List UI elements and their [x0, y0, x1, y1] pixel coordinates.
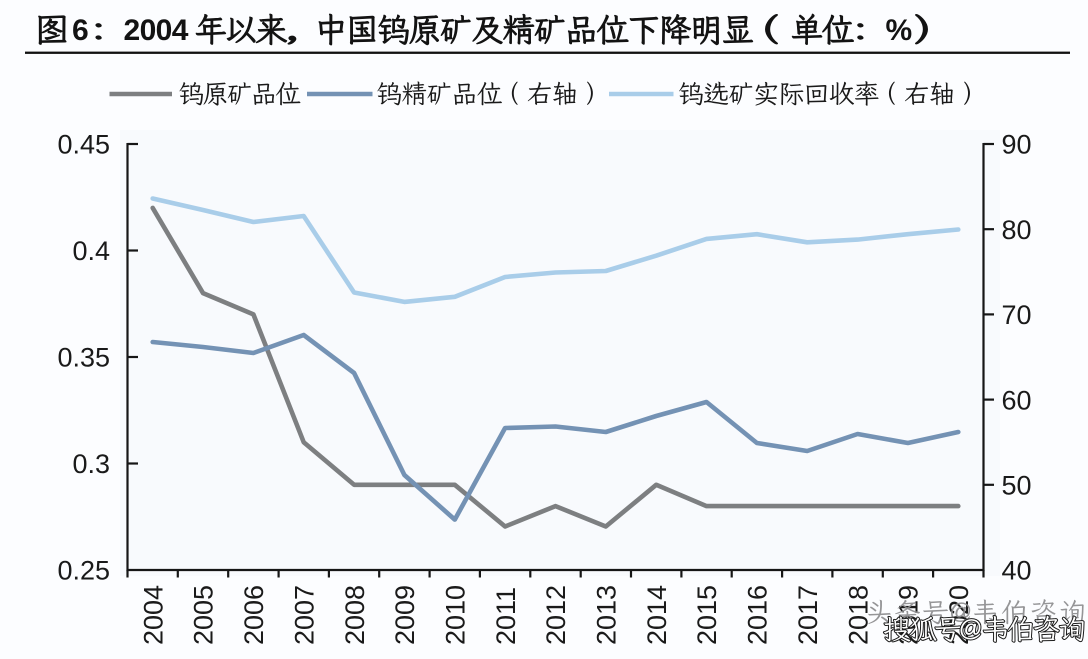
svg-text:2008: 2008	[340, 585, 370, 645]
svg-text:0.4: 0.4	[72, 236, 110, 266]
svg-text:70: 70	[1002, 300, 1032, 330]
svg-text:2015: 2015	[692, 585, 722, 645]
svg-text:40: 40	[1002, 556, 1032, 586]
svg-text:6: 6	[72, 14, 89, 47]
svg-text:2017: 2017	[793, 585, 823, 645]
svg-text:2012: 2012	[541, 585, 571, 645]
svg-text:0.45: 0.45	[57, 130, 110, 160]
svg-text:50: 50	[1002, 471, 1032, 501]
svg-text:90: 90	[1002, 130, 1032, 160]
svg-text:2004: 2004	[124, 14, 189, 47]
svg-text:2005: 2005	[189, 585, 219, 645]
svg-text:2007: 2007	[289, 585, 319, 645]
svg-text:2020: 2020	[944, 585, 974, 645]
svg-text:2016: 2016	[743, 585, 773, 645]
svg-text:0.25: 0.25	[57, 556, 110, 586]
svg-text:2010: 2010	[441, 585, 471, 645]
svg-text:2011: 2011	[491, 587, 521, 645]
svg-text:80: 80	[1002, 215, 1032, 245]
svg-text:2018: 2018	[843, 585, 873, 645]
svg-text:2004: 2004	[138, 585, 168, 645]
svg-text:2006: 2006	[239, 585, 269, 645]
svg-text:2013: 2013	[592, 585, 622, 645]
svg-text:2009: 2009	[390, 585, 420, 645]
svg-text:0.35: 0.35	[57, 343, 110, 373]
svg-text:0.3: 0.3	[72, 449, 110, 479]
svg-text:%: %	[886, 14, 913, 47]
svg-text:60: 60	[1002, 385, 1032, 415]
svg-text:2014: 2014	[642, 585, 672, 645]
